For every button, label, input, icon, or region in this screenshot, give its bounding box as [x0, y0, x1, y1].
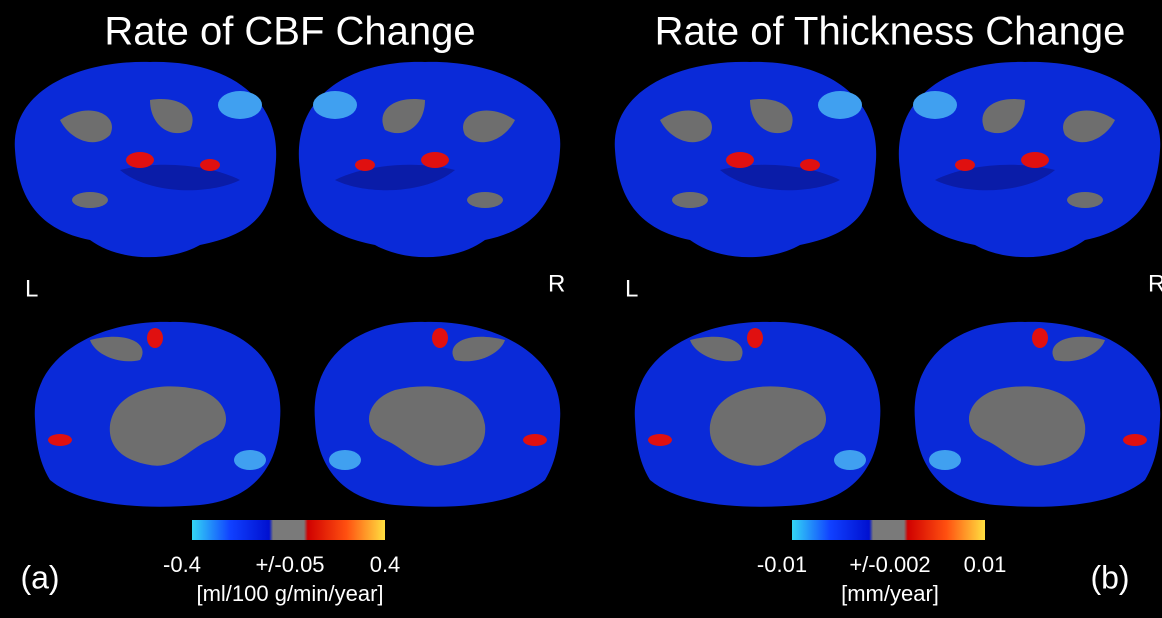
brain-lateral-left: [615, 62, 876, 257]
panel-label: (b): [1090, 559, 1129, 595]
colorbar: [192, 520, 385, 540]
colorbar-tick-label: -0.01: [757, 552, 807, 577]
colorbar-tick-label: 0.01: [964, 552, 1007, 577]
panel-title: Rate of Thickness Change: [655, 10, 1126, 54]
brain-lateral-left: [15, 62, 276, 257]
colorbar-tick-label: -0.4: [163, 552, 201, 577]
brain-medial-left: [635, 322, 881, 507]
hemisphere-label: L: [25, 275, 38, 302]
brain-medial-left: [35, 322, 281, 507]
colorbar-unit: [ml/100 g/min/year]: [196, 581, 383, 606]
panel: Rate of CBF Change L R -0.4 +/-0.05 0.4 [ml/10…: [15, 10, 566, 606]
colorbar-tick-label: +/-0.05: [255, 552, 324, 577]
panel-title: Rate of CBF Change: [104, 10, 475, 54]
hemisphere-label: R: [548, 270, 565, 297]
hemisphere-label: L: [625, 275, 638, 302]
brain-lateral-right: [899, 62, 1160, 257]
panel-label: (a): [20, 559, 59, 595]
colorbar-tick-label: +/-0.002: [849, 552, 930, 577]
brain-medial-right: [315, 322, 561, 507]
panel: Rate of Thickness Change L R -0.01 +/-0.002 0…: [615, 10, 1162, 606]
hemisphere-label: R: [1148, 270, 1162, 297]
colorbar-tick-label: 0.4: [370, 552, 401, 577]
colorbar: [792, 520, 985, 540]
figure: Rate of CBF Change L R -0.4 +/-0.05 0.4 [ml/10…: [0, 0, 1162, 613]
brain-medial-right: [915, 322, 1161, 507]
brain-lateral-right: [299, 62, 560, 257]
colorbar-unit: [mm/year]: [841, 581, 939, 606]
